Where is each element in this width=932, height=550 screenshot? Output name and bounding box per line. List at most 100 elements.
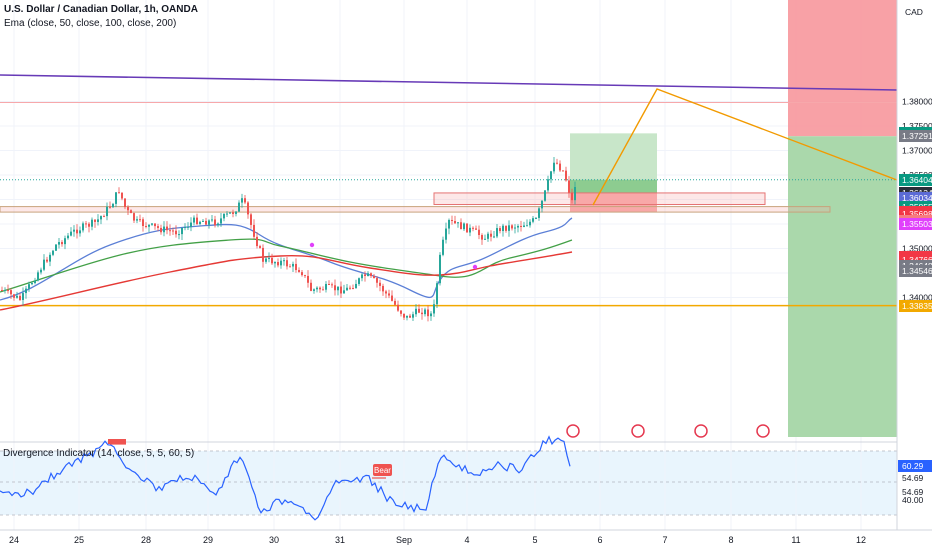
candle-body xyxy=(10,290,12,295)
candle-body xyxy=(244,198,246,203)
candle-body xyxy=(46,259,48,262)
candle-body xyxy=(352,288,354,290)
candle-body xyxy=(376,278,378,283)
candle-body xyxy=(460,222,462,230)
price-tick-label: 1.35000 xyxy=(902,244,932,254)
candle-body xyxy=(526,225,528,227)
event-icon-flag-ca[interactable] xyxy=(694,424,708,438)
candle-body xyxy=(265,258,267,262)
candle-body xyxy=(322,289,324,291)
candle-body xyxy=(493,236,495,238)
candle-body xyxy=(100,216,102,220)
candle-body xyxy=(79,230,81,234)
candle-body xyxy=(40,269,42,273)
divergence-legend[interactable]: Divergence Indicator (14, close, 5, 5, 6… xyxy=(3,448,195,459)
candle-body xyxy=(229,212,231,214)
candle-body xyxy=(88,223,90,227)
candle-body xyxy=(226,213,228,215)
candle-body xyxy=(58,242,60,245)
candle-body xyxy=(535,217,537,219)
candle-body xyxy=(499,228,501,232)
candle-body xyxy=(487,233,489,239)
candle-body xyxy=(553,162,555,172)
symbol-title[interactable]: U.S. Dollar / Canadian Dollar, 1h, OANDA xyxy=(4,4,198,15)
candle-body xyxy=(166,226,168,231)
candle-body xyxy=(316,287,318,290)
candle-body xyxy=(349,287,351,289)
right-loss-zone xyxy=(788,0,897,137)
time-axis-label: 8 xyxy=(728,535,733,545)
cross-marker xyxy=(309,242,315,248)
candle-body xyxy=(67,235,69,239)
candle-body xyxy=(4,289,6,291)
candle-body xyxy=(157,226,159,228)
candle-body xyxy=(286,260,288,267)
candle-body xyxy=(331,284,333,286)
candle-body xyxy=(220,218,222,224)
projection-path xyxy=(592,88,898,206)
candle-body xyxy=(358,278,360,284)
candle-body xyxy=(370,273,372,276)
candle-body xyxy=(472,227,474,229)
candle-body xyxy=(514,227,516,229)
candle-body xyxy=(568,180,570,193)
candle-body xyxy=(328,284,330,286)
candle-body xyxy=(43,259,45,270)
oscillator-line xyxy=(0,435,571,521)
candle-body xyxy=(400,310,402,314)
candle-body xyxy=(139,219,141,221)
ema-legend[interactable]: Ema (close, 50, close, 100, close, 200) xyxy=(4,18,177,29)
candle-body xyxy=(421,312,423,315)
candle-body xyxy=(343,290,345,294)
candle-body xyxy=(103,216,105,218)
candle-body xyxy=(388,293,390,296)
right-profit-zone xyxy=(788,136,897,437)
trendline xyxy=(0,74,898,91)
candle-body xyxy=(454,220,456,224)
candle-body xyxy=(136,219,138,221)
event-icon-bolt[interactable] xyxy=(566,424,580,438)
candle-body xyxy=(334,285,336,291)
supply-zone xyxy=(433,192,766,205)
candle-body xyxy=(379,282,381,286)
time-axis-label: Sep xyxy=(396,535,412,545)
candle-body xyxy=(394,300,396,305)
event-icon-flag-us[interactable] xyxy=(631,424,645,438)
candle-body xyxy=(76,229,78,234)
time-axis-label: 6 xyxy=(597,535,602,545)
candle-body xyxy=(277,262,279,266)
candle-body xyxy=(496,228,498,237)
candle-body xyxy=(571,192,573,201)
time-axis-label: 29 xyxy=(203,535,213,545)
candle-body xyxy=(481,235,483,240)
candle-body xyxy=(208,220,210,225)
position-entry xyxy=(570,179,657,193)
candle-body xyxy=(565,170,567,181)
candle-body xyxy=(403,313,405,318)
bear-label: Bear xyxy=(374,466,391,475)
time-axis-label: 30 xyxy=(269,535,279,545)
candle-body xyxy=(262,247,264,262)
candle-body xyxy=(385,291,387,294)
time-axis-label: 28 xyxy=(141,535,151,545)
osc-tick-label: 40.00 xyxy=(902,495,924,505)
candle-body xyxy=(424,309,426,315)
candle-body xyxy=(418,308,420,313)
candle-body xyxy=(319,287,321,290)
candle-body xyxy=(550,171,552,180)
candle-body xyxy=(193,217,195,223)
candle-body xyxy=(214,219,216,226)
candle-body xyxy=(430,313,432,317)
candle-body xyxy=(490,233,492,237)
candle-body xyxy=(127,207,129,211)
candle-body xyxy=(457,222,459,224)
event-icon-flag-ca[interactable] xyxy=(756,424,770,438)
osc-tick-label: 54.69 xyxy=(902,487,924,497)
candle-body xyxy=(502,225,504,232)
candle-body xyxy=(34,280,36,284)
candle-body xyxy=(235,211,237,214)
candle-body xyxy=(172,230,174,232)
candle-body xyxy=(109,206,111,208)
